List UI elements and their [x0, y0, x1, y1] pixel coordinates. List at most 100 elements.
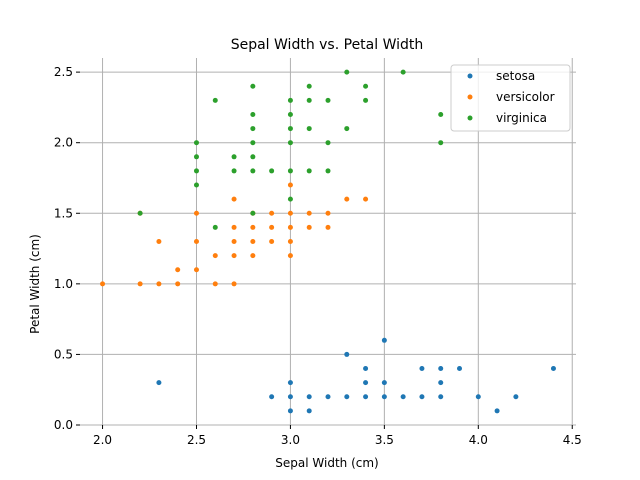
data-point-versicolor — [231, 224, 237, 230]
data-point-versicolor — [156, 239, 162, 244]
data-point-versicolor — [287, 182, 293, 188]
data-point-setosa — [306, 394, 312, 400]
data-point-setosa — [494, 408, 500, 414]
data-point-setosa — [400, 394, 406, 400]
data-point-versicolor — [231, 196, 237, 202]
data-point-setosa — [363, 394, 369, 400]
data-point-versicolor — [231, 281, 237, 287]
data-point-virginica — [287, 111, 293, 117]
grid — [80, 58, 576, 426]
y-tick-label: 1.5 — [54, 206, 73, 220]
data-point-virginica — [306, 83, 312, 89]
data-point-virginica — [269, 168, 275, 174]
data-point-setosa — [363, 380, 369, 386]
data-point-setosa — [363, 366, 369, 372]
data-point-versicolor — [287, 210, 293, 216]
x-tick-label: 3.0 — [281, 433, 300, 447]
data-point-virginica — [438, 140, 444, 146]
x-tick-label: 4.0 — [469, 433, 488, 447]
legend-box — [450, 64, 571, 132]
data-point-virginica — [137, 210, 143, 216]
data-point-setosa — [438, 380, 444, 386]
x-tick-label: 2.5 — [187, 433, 206, 447]
data-point-versicolor — [231, 253, 237, 259]
data-point-setosa — [419, 394, 425, 400]
data-point-setosa — [287, 380, 293, 386]
data-point-virginica — [287, 168, 293, 174]
data-point-setosa — [344, 394, 350, 400]
data-point-virginica — [250, 140, 256, 146]
data-point-virginica — [250, 154, 256, 160]
data-point-virginica — [212, 97, 218, 103]
data-point-virginica — [250, 210, 256, 216]
x-tick-label: 4.5 — [563, 433, 582, 447]
data-point-setosa — [438, 394, 444, 400]
y-tick-label: 2.0 — [54, 136, 73, 150]
data-point-versicolor — [250, 224, 256, 230]
data-point-virginica — [193, 154, 199, 160]
data-point-versicolor — [193, 239, 199, 244]
legend-label-versicolor: versicolor — [496, 90, 555, 104]
data-point-versicolor — [193, 267, 199, 273]
data-point-versicolor — [306, 210, 312, 216]
chart-title: Sepal Width vs. Petal Width — [231, 37, 424, 53]
data-point-virginica — [306, 126, 312, 132]
data-point-virginica — [438, 111, 444, 117]
data-point-setosa — [550, 366, 556, 372]
data-point-virginica — [325, 97, 331, 103]
data-point-virginica — [212, 224, 218, 230]
data-point-virginica — [250, 111, 256, 117]
data-point-versicolor — [250, 239, 256, 244]
data-point-versicolor — [156, 281, 162, 287]
legend-marker-versicolor — [467, 94, 473, 100]
data-point-versicolor — [325, 224, 331, 230]
data-point-virginica — [344, 126, 350, 132]
data-point-setosa — [438, 366, 444, 372]
data-point-setosa — [381, 337, 387, 343]
y-tick-label: 2.5 — [54, 65, 73, 79]
data-point-versicolor — [287, 224, 293, 230]
data-point-setosa — [287, 408, 293, 414]
data-point-virginica — [287, 97, 293, 103]
legend-label-setosa: setosa — [496, 69, 535, 83]
data-point-virginica — [325, 168, 331, 174]
data-point-virginica — [250, 168, 256, 174]
data-point-versicolor — [269, 239, 275, 244]
data-point-versicolor — [193, 210, 199, 216]
data-point-setosa — [306, 408, 312, 414]
data-point-setosa — [381, 380, 387, 386]
x-tick-label: 3.5 — [375, 433, 394, 447]
legend-label-virginica: virginica — [496, 111, 547, 125]
legend: setosa versicolor virginica — [450, 64, 571, 132]
x-tick-label: 2.0 — [93, 433, 112, 447]
data-point-setosa — [419, 366, 425, 372]
data-point-virginica — [400, 69, 406, 75]
data-point-virginica — [287, 140, 293, 146]
data-point-virginica — [287, 126, 293, 132]
data-point-versicolor — [306, 224, 312, 230]
data-point-setosa — [457, 366, 463, 372]
data-point-virginica — [231, 168, 237, 174]
data-point-virginica — [363, 83, 369, 89]
data-point-versicolor — [100, 281, 106, 287]
data-point-versicolor — [269, 224, 275, 230]
y-tick-label: 1.0 — [54, 277, 73, 291]
data-point-versicolor — [344, 196, 350, 202]
data-point-versicolor — [325, 210, 331, 216]
data-point-setosa — [475, 394, 481, 400]
data-point-versicolor — [363, 196, 369, 202]
legend-marker-virginica — [467, 115, 473, 121]
data-point-virginica — [363, 97, 369, 103]
data-point-setosa — [381, 394, 387, 400]
data-point-versicolor — [175, 281, 181, 287]
x-axis-label: Sepal Width (cm) — [275, 456, 378, 470]
data-point-setosa — [513, 394, 519, 400]
data-point-virginica — [287, 196, 293, 202]
data-point-setosa — [344, 351, 350, 357]
data-point-versicolor — [269, 210, 275, 216]
data-point-versicolor — [137, 281, 143, 287]
data-point-virginica — [306, 97, 312, 103]
data-point-setosa — [156, 380, 162, 386]
data-point-virginica — [231, 154, 237, 160]
